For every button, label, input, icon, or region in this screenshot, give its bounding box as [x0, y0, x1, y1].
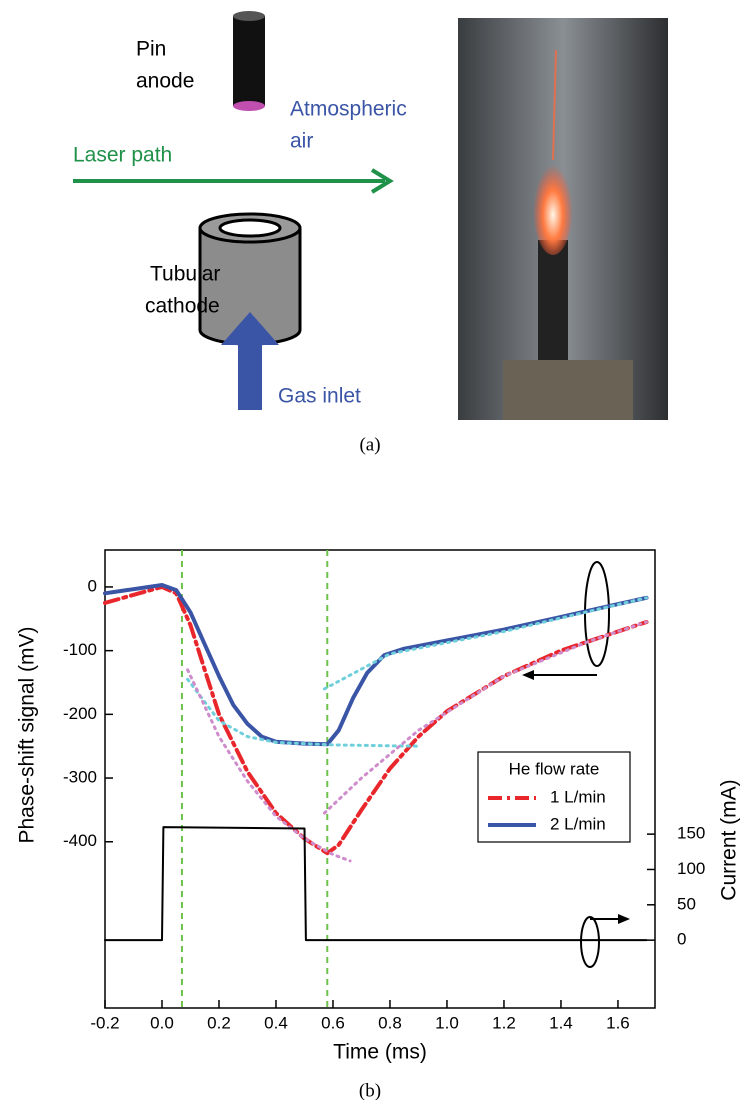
y-tick-label: -100	[63, 640, 97, 659]
label: Atmospheric	[290, 98, 407, 121]
y-tick-label: -200	[63, 704, 97, 723]
y-tick-label: -400	[63, 831, 97, 850]
axis-arrow-head	[522, 670, 534, 680]
y2-tick-label: 100	[677, 859, 705, 878]
x-tick-label: 0.4	[264, 1013, 288, 1032]
pin-tip	[233, 101, 265, 111]
chart	[104, 549, 656, 1009]
caption: (b)	[359, 1080, 381, 1100]
y2-tick-label: 50	[677, 894, 696, 913]
series-line	[186, 668, 352, 863]
y-tick-label: 0	[88, 576, 97, 595]
x-tick-label: 1.4	[549, 1013, 573, 1032]
photo-base	[503, 360, 633, 420]
y2-axis-label: Current (mA)	[718, 779, 741, 900]
x-tick-label: -0.2	[90, 1013, 119, 1032]
pin-anode	[233, 16, 265, 106]
y-axis-label: Phase-shift signal (mV)	[16, 626, 39, 843]
series-marker	[580, 916, 600, 968]
x-tick-label: 0.2	[207, 1013, 231, 1032]
axis-arrow-head	[618, 914, 630, 924]
series-marker	[584, 561, 610, 667]
laser-arrow-head	[370, 168, 394, 194]
label: cathode	[145, 295, 220, 318]
cathode-hole	[218, 218, 282, 238]
label: Laser path	[73, 144, 172, 167]
series-line	[103, 583, 649, 747]
series-line	[104, 826, 648, 942]
photo-flame	[533, 155, 573, 255]
x-axis-label: Time (ms)	[333, 1041, 427, 1064]
label: Pin	[136, 38, 166, 61]
caption: (a)	[359, 434, 380, 455]
x-tick-label: 1.0	[435, 1013, 459, 1032]
pin-top	[233, 11, 265, 21]
y2-tick-label: 150	[677, 824, 705, 843]
x-tick-label: 0.6	[321, 1013, 345, 1032]
series-line	[322, 596, 648, 691]
series-line	[186, 677, 420, 748]
y2-tick-label: 0	[677, 930, 686, 949]
x-tick-label: 1.2	[492, 1013, 516, 1032]
label: Gas inlet	[278, 385, 361, 408]
label: air	[290, 130, 313, 153]
photo-filament	[552, 49, 557, 161]
gas-arrow	[221, 312, 279, 410]
x-tick-label: 0.8	[378, 1013, 402, 1032]
legend-title: He flow rate	[509, 759, 600, 778]
legend-label: 1 L/min	[550, 787, 606, 806]
x-tick-label: 1.6	[606, 1013, 630, 1032]
y-tick-label: -300	[63, 768, 97, 787]
x-tick-label: 0.0	[150, 1013, 174, 1032]
series-line	[322, 620, 648, 815]
label: anode	[136, 70, 194, 93]
plot-frame	[104, 549, 656, 1009]
legend-label: 2 L/min	[550, 814, 606, 833]
label: Tubular	[150, 263, 220, 286]
schematic: Pin anode Atmospheric air Laser path Tub…	[73, 11, 668, 455]
